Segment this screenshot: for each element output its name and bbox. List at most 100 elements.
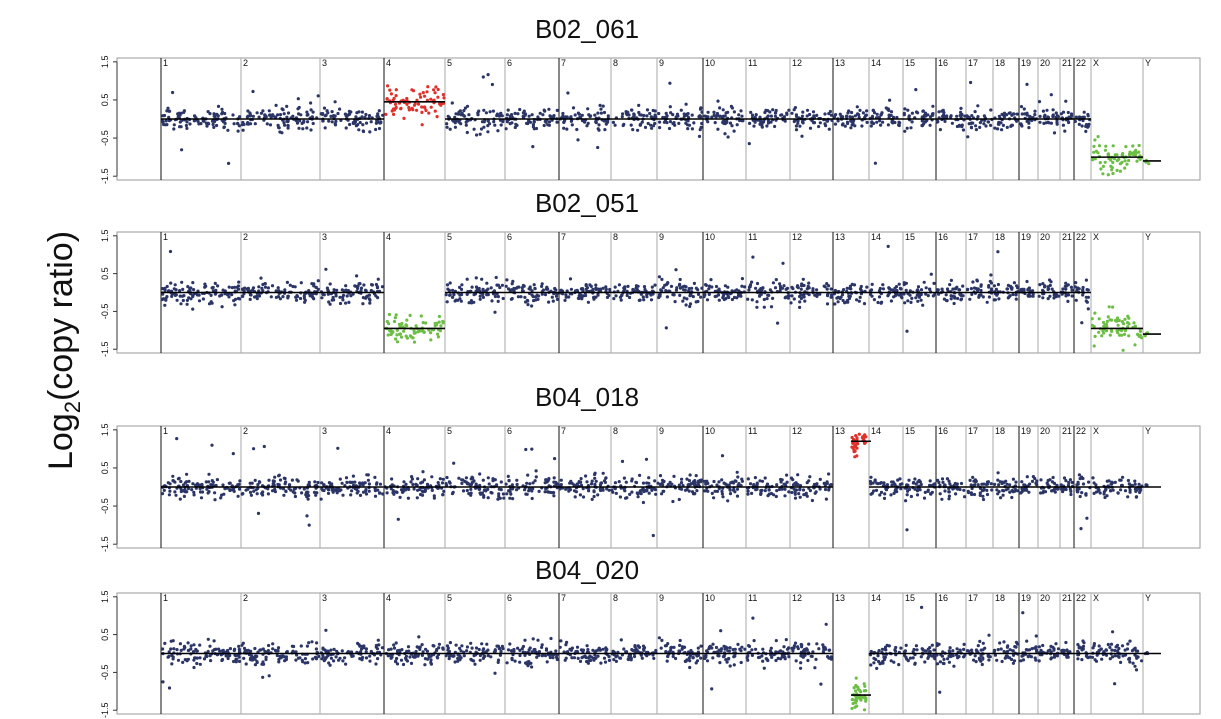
data-point <box>1086 307 1090 311</box>
data-point <box>445 475 449 480</box>
data-point <box>1127 316 1131 320</box>
data-point <box>395 340 400 344</box>
data-point <box>682 112 686 116</box>
data-point <box>402 480 406 484</box>
data-point <box>905 493 909 497</box>
data-point <box>530 447 534 451</box>
chromosome-label-6: 6 <box>507 426 512 436</box>
chromosome-label-X: X <box>1093 58 1099 68</box>
data-point <box>873 161 878 165</box>
chromosome-points-10 <box>703 99 745 139</box>
data-point <box>961 284 965 288</box>
data-point <box>750 280 754 284</box>
data-point <box>1086 295 1090 299</box>
data-point <box>251 288 255 292</box>
data-point <box>1061 287 1065 291</box>
data-point <box>305 644 309 648</box>
data-point <box>716 99 720 103</box>
data-point <box>399 106 403 110</box>
data-point <box>491 109 495 113</box>
data-point <box>978 493 982 497</box>
data-point <box>325 286 329 290</box>
data-point <box>713 489 717 493</box>
data-point <box>311 296 315 300</box>
data-point <box>1106 173 1110 177</box>
chromosome-points-5 <box>444 461 506 501</box>
data-point <box>1107 305 1111 309</box>
data-point <box>596 493 600 497</box>
data-point <box>397 332 402 336</box>
data-point <box>601 104 605 108</box>
chromosome-points-13 <box>850 432 868 459</box>
data-point <box>1111 160 1115 165</box>
data-point <box>760 121 764 126</box>
data-point <box>396 517 400 521</box>
data-point <box>627 113 631 117</box>
data-point <box>959 110 963 114</box>
data-point <box>542 123 546 128</box>
data-point <box>320 112 324 116</box>
data-point <box>344 288 348 292</box>
data-point <box>952 301 956 306</box>
data-point <box>586 107 590 111</box>
data-point <box>985 492 990 497</box>
data-point <box>486 648 490 652</box>
data-point <box>499 111 503 116</box>
data-point <box>436 335 440 339</box>
chromosome-points-22 <box>1075 473 1092 531</box>
data-point <box>361 129 365 133</box>
data-point <box>938 128 943 132</box>
data-point <box>360 110 364 114</box>
data-point <box>969 126 974 130</box>
data-point <box>243 286 247 290</box>
data-point <box>294 658 298 662</box>
data-point <box>1093 138 1097 142</box>
data-point <box>261 289 265 293</box>
data-point <box>415 98 419 102</box>
data-point <box>1025 82 1029 86</box>
data-point <box>301 127 305 131</box>
data-point <box>626 284 630 288</box>
data-point <box>789 301 793 305</box>
data-point <box>1011 490 1015 494</box>
data-point <box>197 299 202 303</box>
data-point <box>532 283 536 287</box>
data-point <box>374 643 378 648</box>
data-point <box>906 108 910 112</box>
data-point <box>599 661 603 665</box>
data-point <box>465 130 469 135</box>
data-point <box>517 285 521 289</box>
data-point <box>283 288 287 292</box>
data-point <box>395 333 399 337</box>
data-point <box>1005 287 1009 291</box>
data-point <box>735 123 739 127</box>
chromosome-label-15: 15 <box>905 593 915 603</box>
data-point <box>420 123 424 127</box>
data-point <box>711 656 715 660</box>
data-point <box>381 113 385 117</box>
chromosome-points-14 <box>868 475 904 500</box>
data-point <box>448 654 452 658</box>
data-point <box>870 121 874 125</box>
data-point <box>1116 323 1120 327</box>
data-point <box>631 128 635 132</box>
data-point <box>669 111 673 115</box>
data-point <box>613 481 618 485</box>
data-point <box>1068 478 1072 482</box>
data-point <box>496 299 500 303</box>
data-point <box>1046 120 1050 124</box>
data-point <box>564 656 568 660</box>
data-point <box>755 281 760 286</box>
chromosome-label-3: 3 <box>322 593 327 603</box>
data-point <box>429 105 433 109</box>
chromosome-points-3 <box>319 628 384 667</box>
data-point <box>552 476 556 480</box>
data-point <box>854 434 858 438</box>
data-point <box>586 300 591 304</box>
data-point <box>345 480 349 484</box>
data-point <box>692 121 696 125</box>
data-point <box>233 297 238 301</box>
data-point <box>405 649 409 654</box>
data-point <box>361 655 365 660</box>
data-point <box>657 636 662 640</box>
